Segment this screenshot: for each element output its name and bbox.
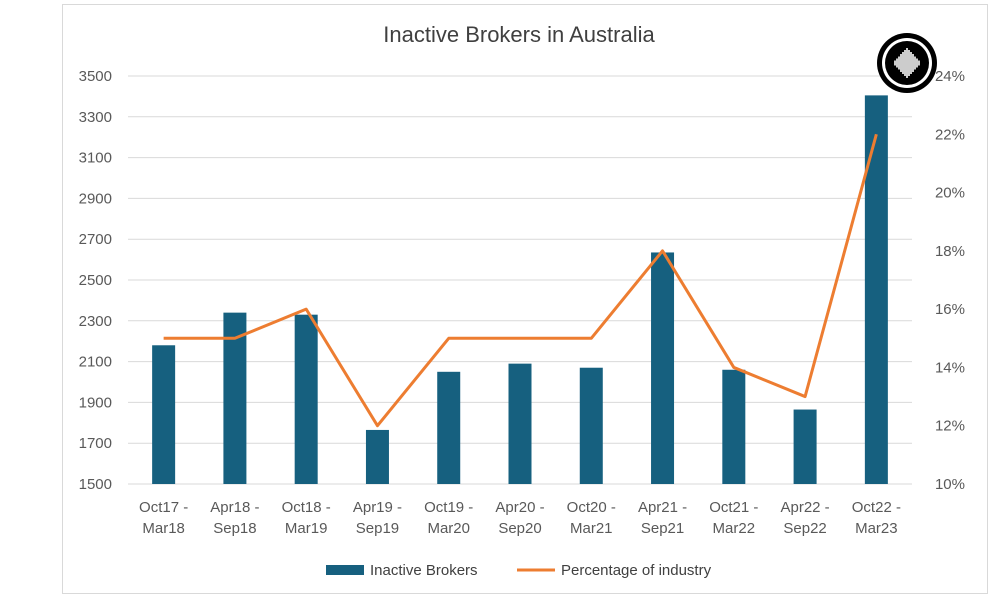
bar bbox=[508, 363, 532, 484]
bar bbox=[722, 369, 746, 484]
x-axis-tick-label: Sep19 bbox=[356, 520, 399, 537]
x-axis-tick-label: Oct17 - bbox=[139, 499, 188, 516]
right-axis-tick-label: 22% bbox=[935, 126, 965, 143]
x-axis-tick-label: Mar18 bbox=[142, 520, 185, 537]
bar bbox=[152, 345, 176, 484]
chart-title: Inactive Brokers in Australia bbox=[383, 22, 655, 47]
x-axis-tick-label: Apr20 - bbox=[495, 499, 544, 516]
x-axis-tick-label: Apr21 - bbox=[638, 499, 687, 516]
right-axis-tick-label: 24% bbox=[935, 68, 965, 85]
brand-logo-icon bbox=[877, 33, 937, 93]
x-axis-tick-label: Mar20 bbox=[427, 520, 470, 537]
left-axis-tick-label: 2300 bbox=[79, 313, 112, 330]
bar bbox=[437, 371, 461, 484]
x-axis-tick-label: Apr18 - bbox=[210, 499, 259, 516]
legend-line-label: Percentage of industry bbox=[561, 562, 712, 579]
left-axis-tick-label: 1700 bbox=[79, 435, 112, 452]
left-axis-tick-label: 2500 bbox=[79, 272, 112, 289]
x-axis-tick-label: Oct21 - bbox=[709, 499, 758, 516]
right-axis-ticks: 10% 12% 14% 16% 18% 20% 22% 24% bbox=[935, 68, 965, 493]
right-axis-tick-label: 16% bbox=[935, 301, 965, 318]
left-axis-tick-label: 1900 bbox=[79, 394, 112, 411]
bar bbox=[651, 252, 675, 484]
bar bbox=[294, 314, 318, 484]
legend: Inactive Brokers Percentage of industry bbox=[326, 562, 712, 579]
left-axis-tick-label: 2100 bbox=[79, 354, 112, 371]
bar bbox=[793, 409, 817, 484]
left-axis-tick-label: 3500 bbox=[79, 68, 112, 85]
x-axis-tick-label: Apr19 - bbox=[353, 499, 402, 516]
left-axis-tick-label: 3300 bbox=[79, 109, 112, 126]
bar bbox=[365, 429, 389, 484]
bar bbox=[579, 367, 603, 484]
left-axis-tick-label: 2700 bbox=[79, 231, 112, 248]
x-axis-tick-label: Mar23 bbox=[855, 520, 898, 537]
legend-bar-swatch bbox=[326, 565, 364, 575]
x-axis-tick-label: Apr22 - bbox=[780, 499, 829, 516]
x-axis-tick-label: Mar19 bbox=[285, 520, 328, 537]
x-axis-labels: Oct17 - Mar18 Apr18 - Sep18 Oct18 - Mar19 Apr1… bbox=[139, 499, 901, 537]
right-axis-tick-label: 12% bbox=[935, 418, 965, 435]
right-axis-tick-label: 20% bbox=[935, 185, 965, 202]
right-axis-tick-label: 18% bbox=[935, 243, 965, 260]
left-axis-ticks: 1500 1700 1900 2100 2300 2500 2700 2900 3100 3300… bbox=[79, 68, 112, 493]
x-axis-tick-label: Sep18 bbox=[213, 520, 256, 537]
left-axis-tick-label: 3100 bbox=[79, 150, 112, 167]
x-axis-tick-label: Oct22 - bbox=[852, 499, 901, 516]
chart-frame bbox=[62, 4, 988, 594]
right-axis-tick-label: 14% bbox=[935, 359, 965, 376]
left-axis-tick-label: 1500 bbox=[79, 476, 112, 493]
x-axis-tick-label: Mar21 bbox=[570, 520, 613, 537]
x-axis-tick-label: Oct18 - bbox=[282, 499, 331, 516]
right-axis-tick-label: 10% bbox=[935, 476, 965, 493]
legend-bar-label: Inactive Brokers bbox=[370, 562, 478, 579]
x-axis-tick-label: Sep22 bbox=[783, 520, 826, 537]
x-axis-tick-label: Oct19 - bbox=[424, 499, 473, 516]
left-axis-tick-label: 2900 bbox=[79, 190, 112, 207]
bar bbox=[864, 95, 888, 484]
x-axis-tick-label: Oct20 - bbox=[567, 499, 616, 516]
x-axis-tick-label: Sep21 bbox=[641, 520, 684, 537]
x-axis-tick-label: Sep20 bbox=[498, 520, 541, 537]
bar-series bbox=[152, 95, 888, 484]
gridlines bbox=[128, 75, 912, 485]
line-series bbox=[163, 133, 878, 428]
x-axis-tick-label: Mar22 bbox=[713, 520, 756, 537]
bar bbox=[223, 312, 247, 484]
